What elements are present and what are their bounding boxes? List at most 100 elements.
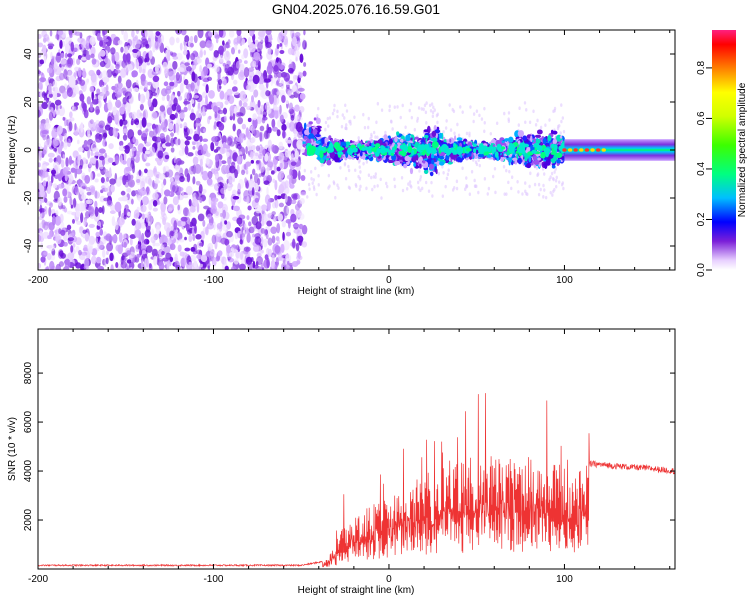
noise-blob [59,213,64,223]
signal-halo-blob [344,126,347,131]
noise-blob [194,88,199,95]
signal-halo-blob [554,178,558,183]
noise-blob [174,122,180,133]
noise-blob [299,106,305,113]
noise-blob [237,182,242,193]
noise-blob [90,171,93,181]
noise-blob [239,63,245,73]
signal-halo-blob [542,195,545,199]
noise-blob [145,122,153,127]
noise-blob [238,251,245,261]
noise-blob [112,127,116,137]
signal-halo-blob [507,180,510,185]
noise-blob [246,215,250,221]
noise-blob [43,33,50,42]
noise-blob [263,238,268,248]
noise-blob [246,195,250,205]
noise-blob [194,122,202,128]
noise-blob [127,171,132,182]
noise-blob [142,110,146,119]
noise-blob [40,256,46,263]
signal-halo-blob [354,168,357,173]
noise-blob [114,221,119,231]
noise-blob [140,204,147,213]
noise-blob [179,176,185,183]
signal-halo-blob [417,106,421,110]
noise-blob [232,123,236,132]
signal-halo-blob [475,162,479,167]
noise-blob [103,197,110,202]
noise-blob [261,30,266,35]
noise-blob [216,222,223,230]
signal-halo-blob [333,108,336,112]
noise-blob [120,46,124,53]
noise-blob [271,254,275,262]
signal-halo-blob [555,175,558,180]
signal-halo-blob [437,171,440,176]
noise-blob [224,64,230,72]
noise-blob [170,132,175,137]
noise-blob [301,224,308,235]
noise-blob [265,90,271,97]
noise-blob [104,124,111,131]
signal-halo-blob [326,116,329,121]
signal-halo-blob [311,181,314,185]
noise-blob [124,204,129,211]
noise-blob [252,60,257,68]
noise-blob [168,203,175,211]
noise-blob [69,195,72,206]
noise-blob [109,210,116,214]
noise-blob [144,168,148,174]
noise-blob [238,100,243,107]
signal-halo-blob [558,180,561,184]
signal-halo-blob [366,125,370,130]
noise-blob [284,193,288,203]
signal-halo-blob [303,168,307,173]
noise-blob [43,55,47,64]
noise-blob [180,216,188,222]
signal-halo-blob [370,175,373,180]
noise-blob [109,178,116,185]
noise-blob [98,120,105,129]
signal-halo-blob [503,111,506,116]
noise-blob [231,265,237,270]
noise-blob [129,237,133,246]
signal-halo-blob [365,160,369,164]
noise-blob [114,201,122,213]
noise-blob [59,105,62,109]
noise-blob [298,223,304,230]
noise-blob [99,60,106,68]
noise-blob [112,106,117,116]
signal-halo-blob [405,187,409,191]
noise-blob [71,104,75,111]
noise-blob [48,93,53,98]
noise-blob [274,179,278,191]
noise-blob [291,36,297,47]
noise-blob [268,248,273,257]
noise-blob [155,31,161,36]
noise-blob [220,237,228,245]
noise-blob [254,204,262,214]
noise-blob [126,250,131,256]
noise-blob [215,101,223,107]
noise-blob [41,101,48,110]
noise-blob [229,165,236,174]
noise-blob [201,111,207,117]
signal-halo-blob [425,101,428,105]
noise-blob [192,145,196,150]
noise-blob [210,141,215,152]
noise-blob [245,84,252,91]
noise-blob [246,139,253,148]
noise-blob [284,150,291,158]
noise-blob [257,41,263,51]
noise-blob [96,225,101,230]
signal-halo-blob [536,172,540,176]
noise-blob [243,66,250,78]
noise-blob [46,67,53,74]
signal-halo-blob [446,172,450,177]
noise-blob [203,128,206,133]
noise-blob [61,205,66,210]
signal-halo-blob [362,161,365,166]
noise-blob [266,186,269,196]
signal-halo-blob [401,103,404,108]
